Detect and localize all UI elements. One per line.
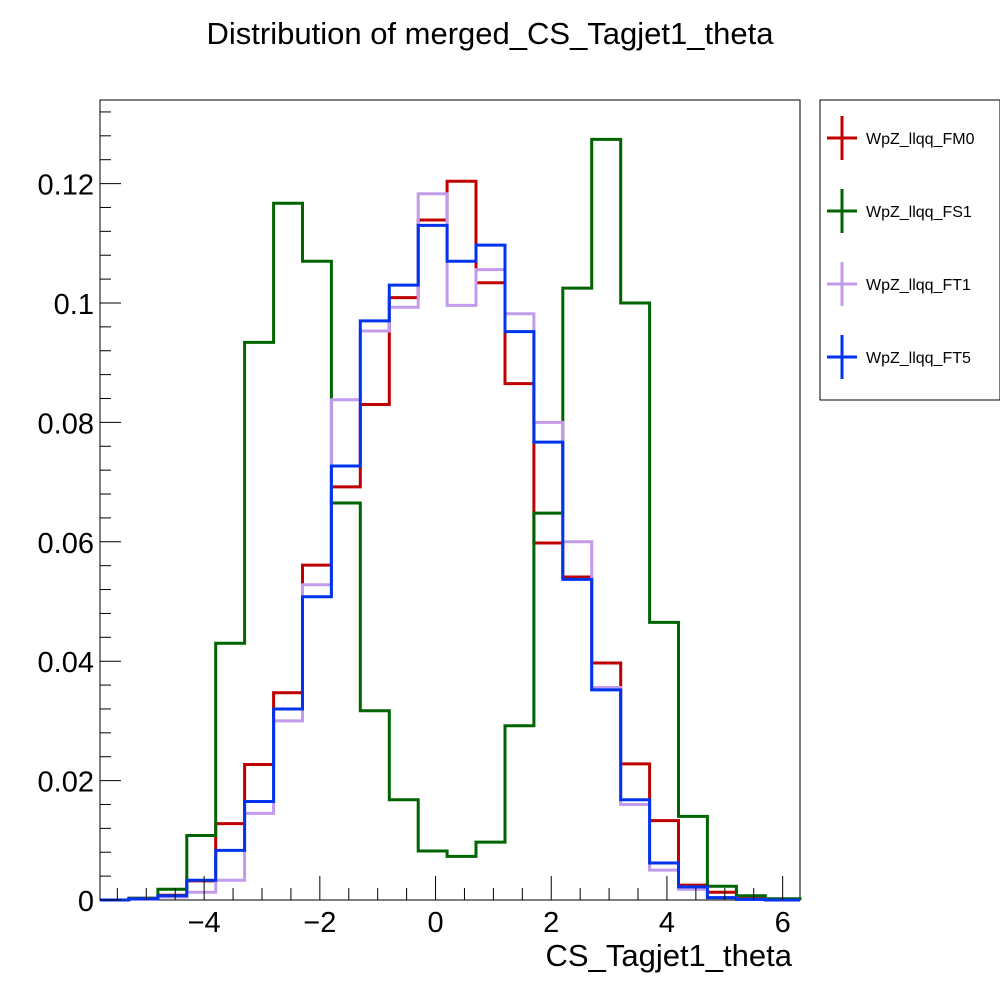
chart-title: Distribution of merged_CS_Tagjet1_theta (207, 16, 775, 51)
axes-layer: 0 0.02 0.04 0.06 0.08 0.1 0.12 −4 −2 0 2 4 6 (38, 111, 791, 939)
y-tick-label: 0.02 (38, 767, 94, 799)
y-tick-label: 0.06 (38, 528, 94, 560)
series-line (100, 137, 802, 902)
y-tick-label: 0.1 (54, 289, 94, 321)
series-line (100, 223, 800, 902)
series-line (100, 179, 800, 902)
x-tick-label: 6 (775, 907, 791, 939)
legend-label: WpZ_llqq_FT1 (866, 277, 971, 294)
legend-entry: WpZ_llqq_FS1 (827, 189, 972, 233)
y-tick-label: 0.12 (38, 170, 94, 202)
series-line (100, 192, 800, 902)
y-tick-label: 0.04 (38, 647, 94, 679)
legend-label: WpZ_llqq_FM0 (866, 131, 975, 148)
legend-box (819, 99, 1000, 401)
series-layer (100, 137, 802, 902)
legend-label: WpZ_llqq_FS1 (866, 204, 972, 221)
y-tick-label: 0 (78, 886, 94, 918)
legend-entry: WpZ_llqq_FT5 (827, 335, 971, 379)
x-axis-label: CS_Tagjet1_theta (546, 938, 793, 973)
y-tick-label: 0.08 (38, 408, 94, 440)
x-tick-label: −2 (303, 907, 336, 939)
legend-label: WpZ_llqq_FT5 (866, 350, 971, 367)
legend: WpZ_llqq_FM0 WpZ_llqq_FS1 WpZ_llqq_FT1 WpZ_… (819, 99, 1000, 401)
plot-frame (99, 99, 801, 901)
x-tick-label: −4 (188, 907, 221, 939)
x-tick-label: 2 (543, 907, 559, 939)
x-tick-label: 4 (659, 907, 675, 939)
legend-entry: WpZ_llqq_FT1 (827, 262, 971, 306)
x-tick-label: 0 (427, 907, 443, 939)
legend-entry: WpZ_llqq_FM0 (827, 116, 975, 160)
